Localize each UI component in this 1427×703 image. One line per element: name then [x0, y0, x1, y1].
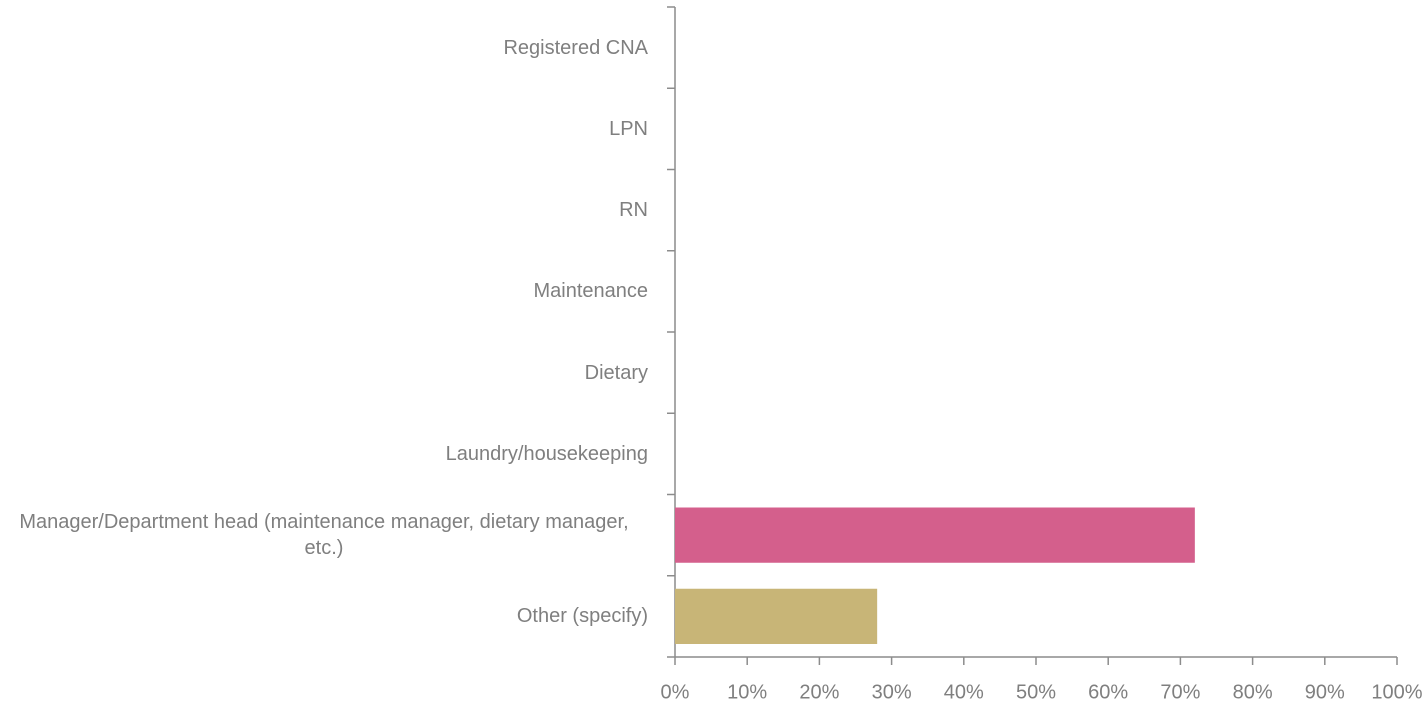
y-tick-label: Laundry/housekeeping — [445, 442, 648, 465]
bar — [675, 588, 878, 644]
y-tick-label: Registered CNA — [503, 36, 648, 59]
category-label-box: Dietary — [585, 332, 648, 413]
x-tick-label: 20% — [799, 681, 839, 703]
category-label-box: RN — [619, 170, 648, 251]
category-label-box: Manager/Department head (maintenance man… — [0, 495, 648, 576]
x-tick-label: 60% — [1088, 681, 1128, 703]
y-tick-label: LPN — [609, 117, 648, 140]
category-label-box: Laundry/housekeeping — [446, 413, 648, 494]
x-tick-label: 0% — [661, 681, 690, 703]
bar — [675, 507, 1195, 563]
x-tick-label: 100% — [1371, 681, 1422, 703]
x-tick-label: 50% — [1016, 681, 1056, 703]
category-label-box: Other (specify) — [517, 576, 648, 657]
category-label-box: LPN — [609, 88, 648, 169]
y-tick-label: RN — [619, 199, 648, 222]
x-tick-label: 90% — [1305, 681, 1345, 703]
x-tick-label: 10% — [727, 681, 767, 703]
x-tick-label: 40% — [944, 681, 984, 703]
x-tick-label: 30% — [872, 681, 912, 703]
y-tick-label: Dietary — [584, 361, 648, 384]
x-tick-label: 80% — [1233, 681, 1273, 703]
x-tick-label: 70% — [1160, 681, 1200, 703]
y-tick-label: Maintenance — [533, 280, 648, 303]
category-label-box: Maintenance — [533, 251, 648, 332]
category-label-box: Registered CNA — [503, 7, 648, 88]
y-tick-label: Manager/Department head (maintenance man… — [19, 511, 629, 560]
y-tick-label: Other (specify) — [516, 605, 648, 628]
